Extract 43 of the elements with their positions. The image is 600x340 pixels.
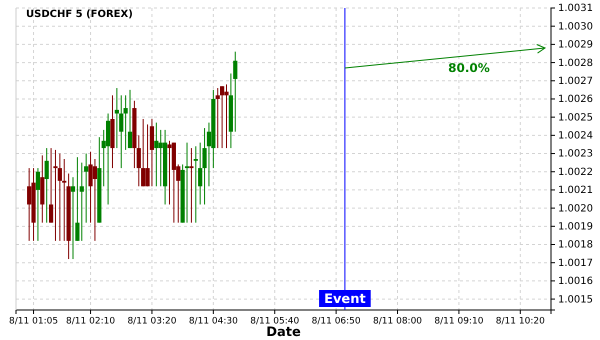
y-tick-label: 1.0018 — [558, 240, 593, 251]
x-tick-label: 8/11 08:00 — [373, 316, 422, 326]
candlestick — [202, 128, 207, 205]
candlestick — [88, 151, 93, 224]
x-tick-label: 8/11 10:20 — [496, 316, 546, 326]
y-tick-label: 1.0030 — [558, 21, 593, 32]
y-tick-label: 1.0021 — [558, 185, 593, 196]
candlestick — [48, 148, 54, 224]
candlestick — [36, 168, 40, 242]
x-tick-label: 8/11 01:05 — [9, 316, 58, 326]
x-tick-label: 8/11 04:30 — [188, 316, 238, 326]
candlestick — [224, 84, 229, 149]
x-tick-label: 8/11 03:20 — [127, 316, 177, 326]
y-tick-label: 1.0019 — [558, 222, 593, 233]
candlestick — [145, 124, 150, 187]
x-tick-label: 8/11 09:10 — [434, 316, 484, 326]
ref-line-label: Event — [324, 292, 366, 307]
x-axis-title: Date — [266, 325, 301, 340]
y-tick-label: 1.0027 — [558, 76, 593, 87]
annotation: 80.0% — [448, 61, 490, 75]
candlestick — [44, 148, 49, 224]
y-tick-label: 1.0022 — [558, 166, 593, 178]
x-tick-label: 8/11 06:50 — [312, 316, 361, 326]
y-tick-label: 1.0017 — [558, 258, 593, 269]
y-tick-label: 1.0031 — [558, 3, 593, 14]
y-tick-label: 1.0026 — [558, 94, 593, 106]
y-tick-label: 1.0023 — [558, 148, 593, 160]
x-tick-label: 8/11 02:10 — [66, 316, 116, 326]
candlestick — [128, 89, 132, 149]
chart-title: USDCHF 5 (FOREX) — [26, 9, 133, 20]
y-tick-label: 1.0020 — [558, 203, 593, 214]
y-tick-label: 1.0024 — [558, 130, 593, 142]
candlestick — [92, 158, 98, 242]
candlestick — [150, 118, 154, 187]
candlestick — [27, 168, 32, 242]
y-tick-label: 1.0028 — [558, 58, 593, 69]
candlestick — [167, 140, 172, 205]
y-tick-label: 1.0025 — [558, 112, 593, 124]
y-tick-label: 1.0015 — [558, 294, 593, 306]
y-tick-label: 1.0029 — [558, 40, 593, 51]
y-tick-label: 1.0016 — [558, 276, 593, 288]
candlestick — [216, 88, 220, 149]
x-tick-label: 8/11 05:40 — [250, 316, 300, 326]
